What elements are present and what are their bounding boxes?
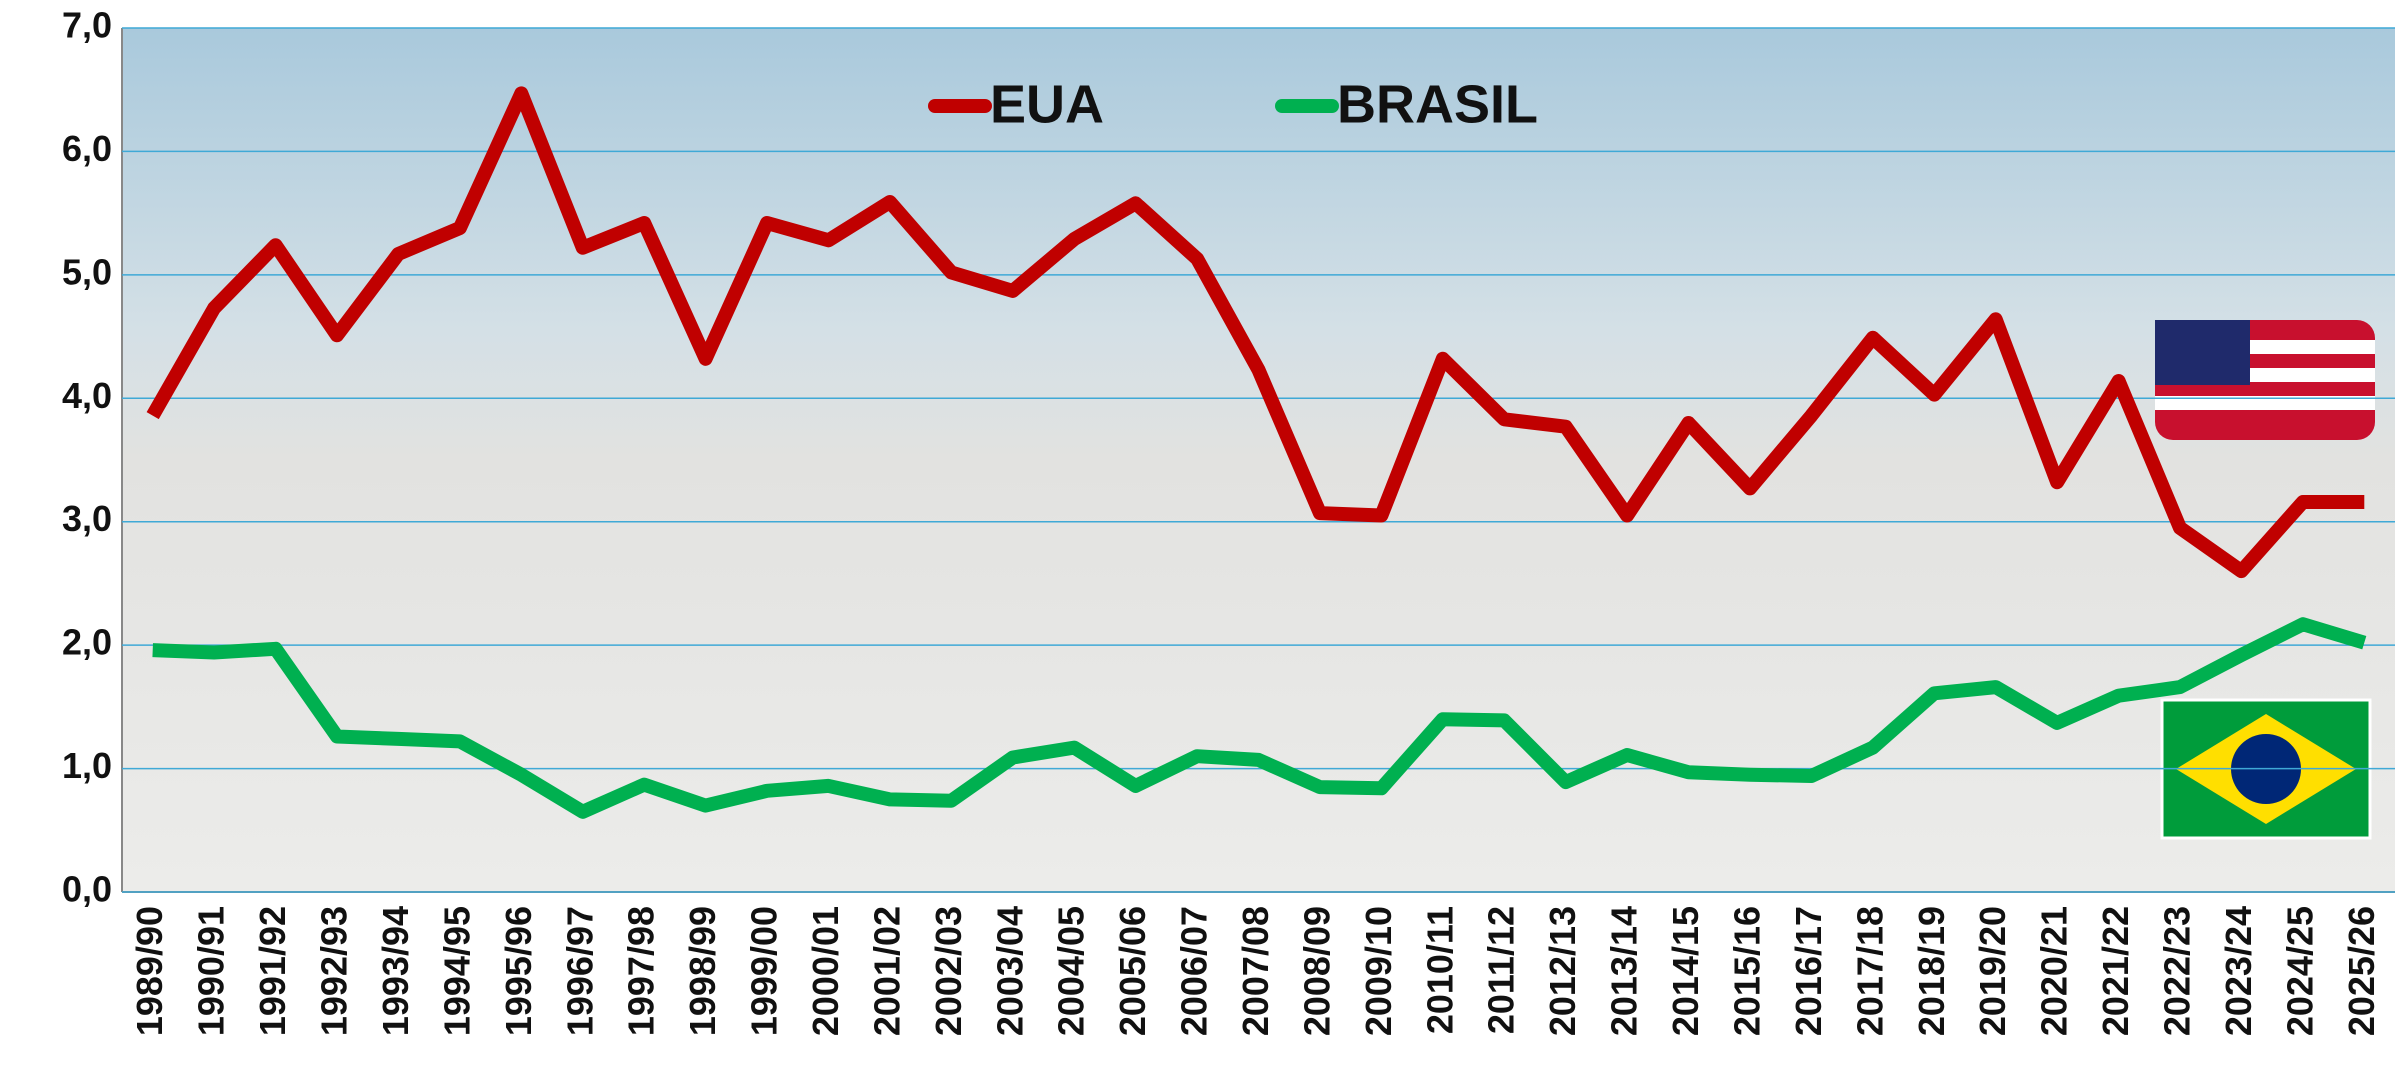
x-tick-label: 1990/91 bbox=[191, 906, 232, 1036]
x-tick-label: 2019/20 bbox=[1972, 906, 2013, 1036]
y-tick-label: 1,0 bbox=[62, 745, 112, 786]
x-tick-label: 2016/17 bbox=[1788, 906, 1829, 1036]
x-tick-label: 2009/10 bbox=[1358, 906, 1399, 1036]
x-tick-label: 2003/04 bbox=[989, 906, 1030, 1036]
x-tick-label: 2011/12 bbox=[1481, 906, 1522, 1034]
x-tick-label: 1995/96 bbox=[498, 906, 539, 1036]
x-tick-label: 1991/92 bbox=[252, 906, 293, 1036]
data-line bbox=[146, 86, 2365, 579]
data-line bbox=[152, 617, 2367, 819]
x-tick-label: 2006/07 bbox=[1174, 906, 1215, 1036]
x-tick-label: 2017/18 bbox=[1849, 906, 1890, 1036]
x-tick-label: 1992/93 bbox=[314, 906, 355, 1036]
legend-label: EUA bbox=[990, 74, 1104, 134]
x-tick-label: 1989/90 bbox=[129, 906, 170, 1036]
x-tick-label: 2018/19 bbox=[1911, 906, 1952, 1036]
x-tick-label: 2008/09 bbox=[1296, 906, 1337, 1036]
x-tick-label: 2002/03 bbox=[928, 906, 969, 1036]
x-tick-label: 1994/95 bbox=[436, 906, 477, 1036]
x-tick-label: 2023/24 bbox=[2218, 906, 2259, 1036]
x-tick-label: 2025/26 bbox=[2341, 906, 2382, 1036]
x-tick-label: 1993/94 bbox=[375, 906, 416, 1036]
y-tick-label: 4,0 bbox=[62, 375, 112, 416]
x-tick-label: 2012/13 bbox=[1542, 906, 1583, 1036]
x-tick-label: 2020/21 bbox=[2034, 906, 2075, 1036]
x-tick-label: 1997/98 bbox=[621, 906, 662, 1036]
y-tick-label: 5,0 bbox=[62, 251, 112, 292]
x-tick-label: 2007/08 bbox=[1235, 906, 1276, 1036]
x-tick-label: 2024/25 bbox=[2279, 906, 2320, 1036]
x-tick-label: 2013/14 bbox=[1604, 906, 1645, 1036]
y-tick-label: 2,0 bbox=[62, 622, 112, 663]
x-tick-label: 2004/05 bbox=[1051, 906, 1092, 1036]
x-tick-label: 2015/16 bbox=[1726, 906, 1767, 1036]
x-tick-label: 2014/15 bbox=[1665, 906, 1706, 1036]
x-tick-label: 1998/99 bbox=[682, 906, 723, 1036]
x-tick-label: 2021/22 bbox=[2095, 906, 2136, 1036]
plot-background bbox=[122, 28, 2395, 892]
x-tick-label: 2001/02 bbox=[866, 906, 907, 1036]
x-tick-label: 1999/00 bbox=[744, 906, 785, 1036]
x-tick-label: 2010/11 bbox=[1419, 906, 1460, 1034]
y-tick-label: 6,0 bbox=[62, 128, 112, 169]
x-tick-label: 1996/97 bbox=[559, 906, 600, 1036]
y-tick-label: 7,0 bbox=[62, 5, 112, 46]
legend-label: BRASIL bbox=[1337, 74, 1538, 134]
y-tick-label: 3,0 bbox=[62, 498, 112, 539]
x-tick-label: 2005/06 bbox=[1112, 906, 1153, 1036]
x-tick-label: 2022/23 bbox=[2157, 906, 2198, 1036]
y-tick-label: 0,0 bbox=[62, 869, 112, 910]
usa-flag bbox=[2155, 320, 2375, 440]
x-tick-label: 2000/01 bbox=[805, 906, 846, 1036]
